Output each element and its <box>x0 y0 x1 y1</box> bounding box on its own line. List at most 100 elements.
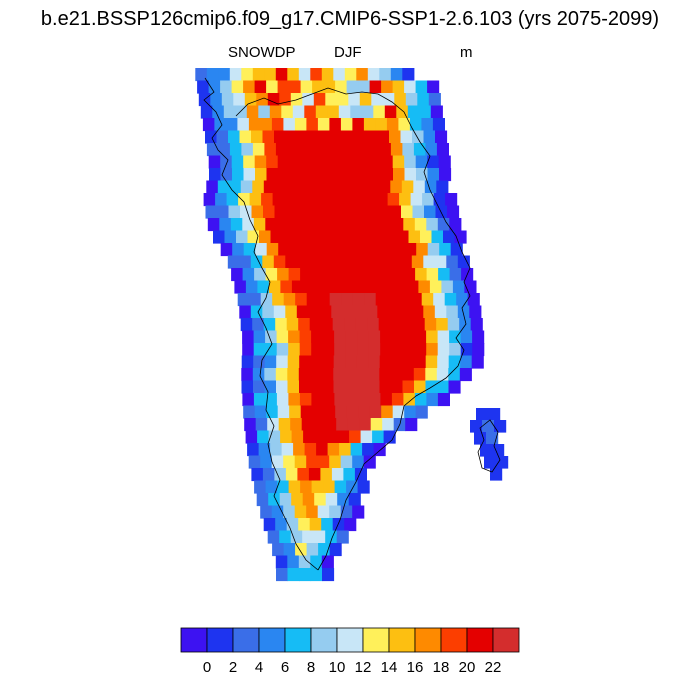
map-cell <box>404 168 417 182</box>
map-cell <box>391 380 404 394</box>
map-cell <box>311 343 324 357</box>
map-cell <box>245 280 258 294</box>
map-cell <box>469 305 482 319</box>
map-cell <box>239 130 252 144</box>
map-cell <box>375 118 388 132</box>
map-cell <box>435 205 448 219</box>
map-cell <box>321 68 334 82</box>
map-cell <box>288 218 301 232</box>
map-cell <box>398 293 411 307</box>
map-cell <box>316 230 329 244</box>
map-cell <box>332 205 345 219</box>
map-cell <box>337 280 350 294</box>
colorbar-box <box>336 627 364 653</box>
map-cell <box>312 168 325 182</box>
map-cell <box>240 180 253 194</box>
map-cell <box>425 355 438 369</box>
map-cell <box>285 305 298 319</box>
map-cell <box>309 518 322 532</box>
map-cell <box>298 555 311 569</box>
map-cell <box>299 330 312 344</box>
map-cell <box>367 368 380 382</box>
map-cell <box>356 368 369 382</box>
map-cell <box>271 455 284 469</box>
map-cell <box>215 193 228 207</box>
map-cell <box>316 443 329 457</box>
map-cell <box>395 280 408 294</box>
map-cell <box>305 230 318 244</box>
map-cell <box>236 230 249 244</box>
map-cell <box>429 280 442 294</box>
map-cell <box>412 205 425 219</box>
map-cell <box>202 118 215 132</box>
map-cell <box>394 93 407 107</box>
map-cell <box>312 155 325 169</box>
map-cell <box>243 405 256 419</box>
map-cell <box>344 68 357 82</box>
map-cell <box>401 318 414 332</box>
map-cell <box>339 443 352 457</box>
map-cell <box>334 480 347 494</box>
map-cell <box>459 368 472 382</box>
map-cell <box>383 280 396 294</box>
map-cell <box>298 368 311 382</box>
map-cell <box>341 293 354 307</box>
map-cell <box>311 330 324 344</box>
map-cell <box>446 255 459 269</box>
map-cell <box>354 130 367 144</box>
map-cell <box>422 193 435 207</box>
map-cell <box>262 305 275 319</box>
map-cell <box>393 168 406 182</box>
map-cell <box>375 293 388 307</box>
map-cell <box>392 268 405 282</box>
map-cell <box>437 355 450 369</box>
map-cell <box>441 280 454 294</box>
map-cell <box>378 205 391 219</box>
map-cell <box>434 255 447 269</box>
map-cell <box>287 380 300 394</box>
map-cell <box>381 155 394 169</box>
map-cell <box>320 468 333 482</box>
map-cell <box>353 193 366 207</box>
map-cell <box>268 280 281 294</box>
map-cell <box>263 180 276 194</box>
colorbar-tick-label: 10 <box>329 659 346 676</box>
map-cell <box>335 80 348 94</box>
map-cell <box>348 493 361 507</box>
map-cell <box>219 218 232 232</box>
map-cell <box>352 118 365 132</box>
map-cell <box>420 230 433 244</box>
map-cell <box>367 180 380 194</box>
map-cell <box>413 368 426 382</box>
map-cell <box>255 243 268 257</box>
map-cell <box>390 180 403 194</box>
map-cell <box>306 505 319 519</box>
map-cell <box>275 318 288 332</box>
map-cell <box>287 143 300 157</box>
map-cell <box>209 168 222 182</box>
map-cell <box>296 255 309 269</box>
map-cell <box>213 230 226 244</box>
map-cell <box>226 193 239 207</box>
map-cell <box>426 268 439 282</box>
map-cell <box>471 355 484 369</box>
map-cell <box>285 130 298 144</box>
map-cell <box>288 393 301 407</box>
map-cell <box>327 105 340 119</box>
map-cell <box>414 393 427 407</box>
map-cell <box>436 180 449 194</box>
map-cell <box>281 105 294 119</box>
map-cell <box>484 456 497 469</box>
map-cell <box>237 293 250 307</box>
map-cell <box>336 418 349 432</box>
map-cell <box>407 105 420 119</box>
map-cell <box>277 155 290 169</box>
map-cell <box>416 243 429 257</box>
map-cell <box>403 268 416 282</box>
map-cell <box>354 255 367 269</box>
map-cell <box>352 293 365 307</box>
map-cell <box>224 230 237 244</box>
map-cell <box>275 68 288 82</box>
map-cell <box>300 80 313 94</box>
map-cell <box>377 305 390 319</box>
